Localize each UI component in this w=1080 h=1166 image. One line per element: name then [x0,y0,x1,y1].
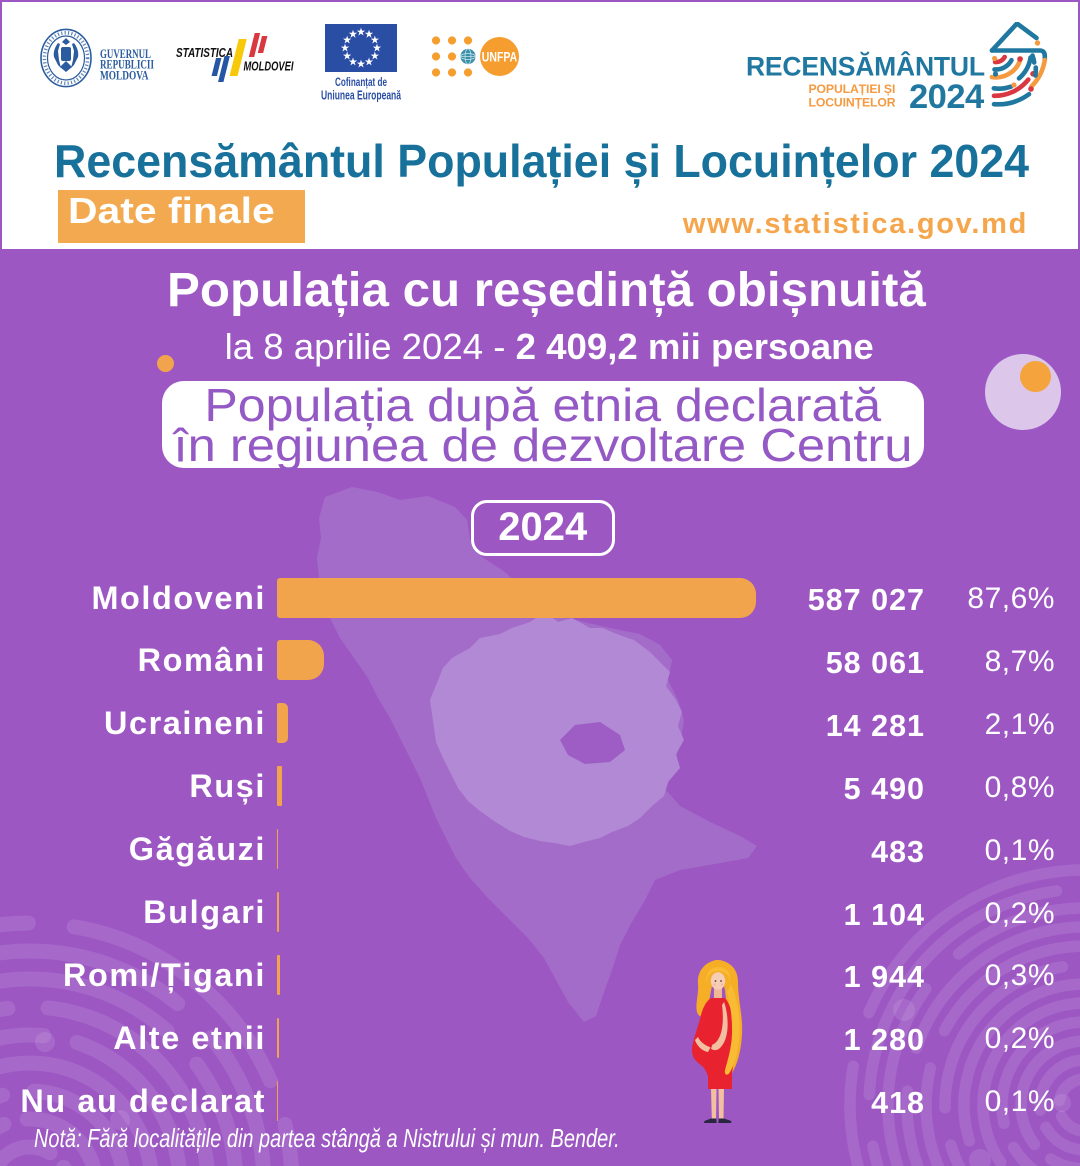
svg-text:MOLDOVEI: MOLDOVEI [244,60,294,74]
svg-text:UNFPA: UNFPA [482,49,518,65]
svg-text:STATISTICA: STATISTICA [176,46,233,60]
svg-text:LOCUINȚELOR: LOCUINȚELOR [809,96,896,110]
svg-text:POPULAȚIEI ȘI: POPULAȚIEI ȘI [809,82,896,96]
svg-text:REPUBLICII: REPUBLICII [100,58,154,72]
svg-text:Uniunea Europeană: Uniunea Europeană [321,89,402,103]
svg-text:GUVERNUL: GUVERNUL [100,47,151,61]
svg-text:Cofinanțat de: Cofinanțat de [335,77,387,89]
svg-text:MOLDOVA: MOLDOVA [100,68,149,82]
svg-text:2024: 2024 [909,78,984,114]
svg-text:RECENSĂMÂNTUL: RECENSĂMÂNTUL [746,52,985,82]
